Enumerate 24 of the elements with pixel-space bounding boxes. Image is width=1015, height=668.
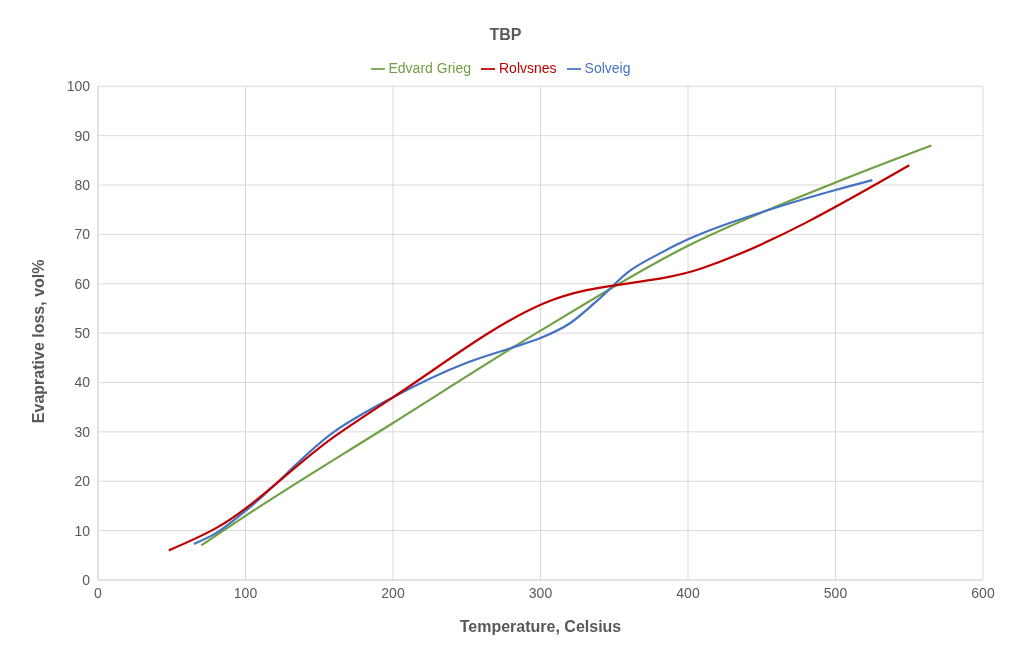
y-tick-label: 50	[74, 325, 91, 342]
y-tick-label: 80	[74, 177, 91, 194]
y-tick-label: 90	[74, 127, 91, 144]
legend-label: Rolvsnes	[498, 60, 557, 76]
y-tick-label: 30	[74, 423, 91, 440]
y-axis-title: Evaprative loss, vol%	[29, 259, 47, 424]
y-tick-label: 100	[66, 78, 91, 95]
y-tick-label: 70	[74, 226, 91, 243]
y-tick-label: 0	[82, 571, 91, 588]
x-tick-label: 0	[94, 584, 103, 601]
x-tick-label: 100	[233, 584, 258, 601]
legend-label: Edvard Grieg	[388, 60, 471, 76]
y-tick-label: 20	[74, 473, 91, 490]
x-tick-label: 600	[971, 584, 995, 601]
x-tick-label: 500	[823, 584, 848, 601]
y-tick-label: 40	[74, 374, 91, 391]
y-tick-label: 60	[74, 275, 91, 292]
chart-title: TBP	[488, 25, 523, 45]
legend-label: Solveig	[584, 60, 631, 76]
y-tick-label: 10	[74, 522, 91, 539]
x-axis-title: Temperature, Celsius	[459, 618, 622, 635]
x-tick-label: 400	[676, 584, 700, 601]
x-tick-label: 300	[528, 584, 553, 601]
x-tick-label: 200	[381, 584, 405, 601]
